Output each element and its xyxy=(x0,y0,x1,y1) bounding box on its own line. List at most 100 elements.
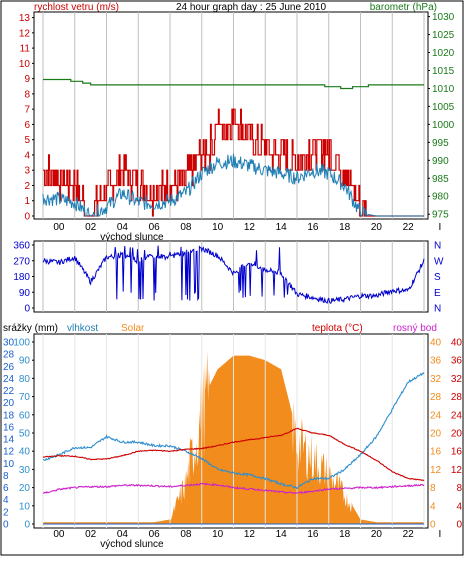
humidity-tick-label: 60 xyxy=(19,410,31,421)
pressure-tick-label: 1010 xyxy=(432,84,455,95)
rain-tick-label: 18 xyxy=(3,410,15,421)
series-humidity-line xyxy=(42,372,425,490)
compass-tick-label: N xyxy=(434,304,441,315)
x-tick-label: 04 xyxy=(117,222,129,233)
rain-tick-label: 28 xyxy=(3,350,15,361)
temperature-tick-label: 20 xyxy=(451,429,463,440)
compass-tick-label: N xyxy=(434,241,441,252)
temperature-tick-label: 36 xyxy=(451,356,463,367)
solar-tick-label: 0 xyxy=(430,520,436,531)
direction-tick-label: 90 xyxy=(19,288,31,299)
x-tick-label: 10 xyxy=(212,529,224,540)
series-dewpoint-line xyxy=(42,482,425,495)
x-tick-label: I xyxy=(438,529,441,540)
solar-tick-label: 40 xyxy=(430,338,442,349)
right-axis-title-pressure: barometr (hPa) xyxy=(370,2,437,13)
rain-tick-label: 14 xyxy=(3,435,15,446)
x-tick-label: 00 xyxy=(53,529,65,540)
rain-tick-label: 10 xyxy=(3,459,15,470)
rain-tick-label: 26 xyxy=(3,362,15,373)
x-tick-label: 10 xyxy=(212,222,224,233)
solar-tick-label: 16 xyxy=(430,447,442,458)
temperature-tick-label: 40 xyxy=(451,338,463,349)
x-tick-label: 04 xyxy=(117,529,129,540)
x-tick-label: 18 xyxy=(339,529,351,540)
pressure-tick-label: 1025 xyxy=(432,30,455,41)
temperature-tick-label: 12 xyxy=(451,465,463,476)
temperature-tick-label: 8 xyxy=(456,483,462,494)
wind-tick-label: 7 xyxy=(24,105,30,116)
wind-tick-label: 10 xyxy=(19,59,31,70)
pressure-tick-label: 985 xyxy=(432,174,449,185)
pressure-tick-label: 1020 xyxy=(432,48,455,59)
x-tick-label: 18 xyxy=(339,222,351,233)
x-tick-label: 12 xyxy=(244,222,256,233)
x-tick-label: 20 xyxy=(371,222,383,233)
series-gust-line xyxy=(43,108,424,217)
rain-tick-label: 6 xyxy=(3,483,9,494)
pressure-tick-label: 990 xyxy=(432,156,449,167)
pressure-tick-label: 1015 xyxy=(432,66,455,77)
humidity-tick-label: 70 xyxy=(19,392,31,403)
wind-tick-label: 1 xyxy=(24,196,30,207)
series-wind-line xyxy=(42,153,424,217)
humidity-tick-label: 80 xyxy=(19,374,31,385)
rain-tick-label: 20 xyxy=(3,398,15,409)
temperature-tick-label: 32 xyxy=(451,374,463,385)
humidity-tick-label: 40 xyxy=(19,447,31,458)
pressure-tick-label: 1030 xyxy=(432,12,455,23)
wind-tick-label: 11 xyxy=(20,44,31,55)
outer-frame xyxy=(0,0,464,556)
compass-tick-label: W xyxy=(434,256,444,267)
humidity-tick-label: 20 xyxy=(19,483,31,494)
rain-tick-label: 22 xyxy=(3,386,15,397)
wind-tick-label: 5 xyxy=(24,135,30,146)
solar-tick-label: 12 xyxy=(430,465,442,476)
temperature-tick-label: 0 xyxy=(456,520,462,531)
direction-tick-label: 180 xyxy=(13,272,30,283)
wind-tick-label: 12 xyxy=(19,28,31,39)
rain-axis-title: srážky (mm) xyxy=(3,323,58,334)
wind-tick-label: 4 xyxy=(24,150,30,161)
humidity-tick-label: 30 xyxy=(19,465,31,476)
pressure-tick-label: 980 xyxy=(432,192,449,203)
left-axis-title-wind: rychlost vetru (m/s) xyxy=(34,2,119,13)
x-tick-label: 16 xyxy=(307,222,319,233)
x-tick-label: 22 xyxy=(403,529,415,540)
rain-tick-label: 30 xyxy=(3,338,15,349)
temperature-tick-label: 4 xyxy=(456,501,462,512)
x-tick-label: 12 xyxy=(244,529,256,540)
humidity-tick-label: 50 xyxy=(19,429,31,440)
compass-tick-label: S xyxy=(434,272,441,283)
x-tick-label: 06 xyxy=(149,529,161,540)
solar-tick-label: 28 xyxy=(430,392,442,403)
wind-tick-label: 2 xyxy=(24,181,30,192)
rain-tick-label: 2 xyxy=(3,507,9,518)
pressure-tick-label: 995 xyxy=(432,138,449,149)
pressure-tick-label: 1000 xyxy=(432,120,455,131)
direction-tick-label: 360 xyxy=(13,241,30,252)
solar-tick-label: 4 xyxy=(430,501,436,512)
dewpoint-axis-title: rosný bod xyxy=(393,323,437,334)
rain-tick-label: 16 xyxy=(3,422,15,433)
series-direction-line xyxy=(42,245,425,304)
temperature-humidity-solar-panel: 0246810121416182022242628300102030405060… xyxy=(3,333,463,550)
x-tick-label: 16 xyxy=(307,529,319,540)
direction-tick-label: 0 xyxy=(24,304,30,315)
solar-tick-label: 32 xyxy=(430,374,442,385)
temperature-tick-label: 16 xyxy=(451,447,463,458)
chart-title: 24 hour graph day : 25 June 2010 xyxy=(176,2,327,13)
pressure-tick-label: 1005 xyxy=(432,102,455,113)
x-tick-label: 00 xyxy=(53,222,65,233)
x-tick-label: 02 xyxy=(85,529,97,540)
x-tick-label: I xyxy=(438,222,441,233)
humidity-tick-label: 90 xyxy=(19,356,31,367)
wind-tick-label: 8 xyxy=(24,89,30,100)
solar-tick-label: 36 xyxy=(430,356,442,367)
humidity-axis-title: vlhkost xyxy=(67,323,98,334)
solar-tick-label: 24 xyxy=(430,410,442,421)
rain-tick-label: 0 xyxy=(3,520,9,531)
sunrise-label-bottom: východ slunce xyxy=(100,539,164,550)
